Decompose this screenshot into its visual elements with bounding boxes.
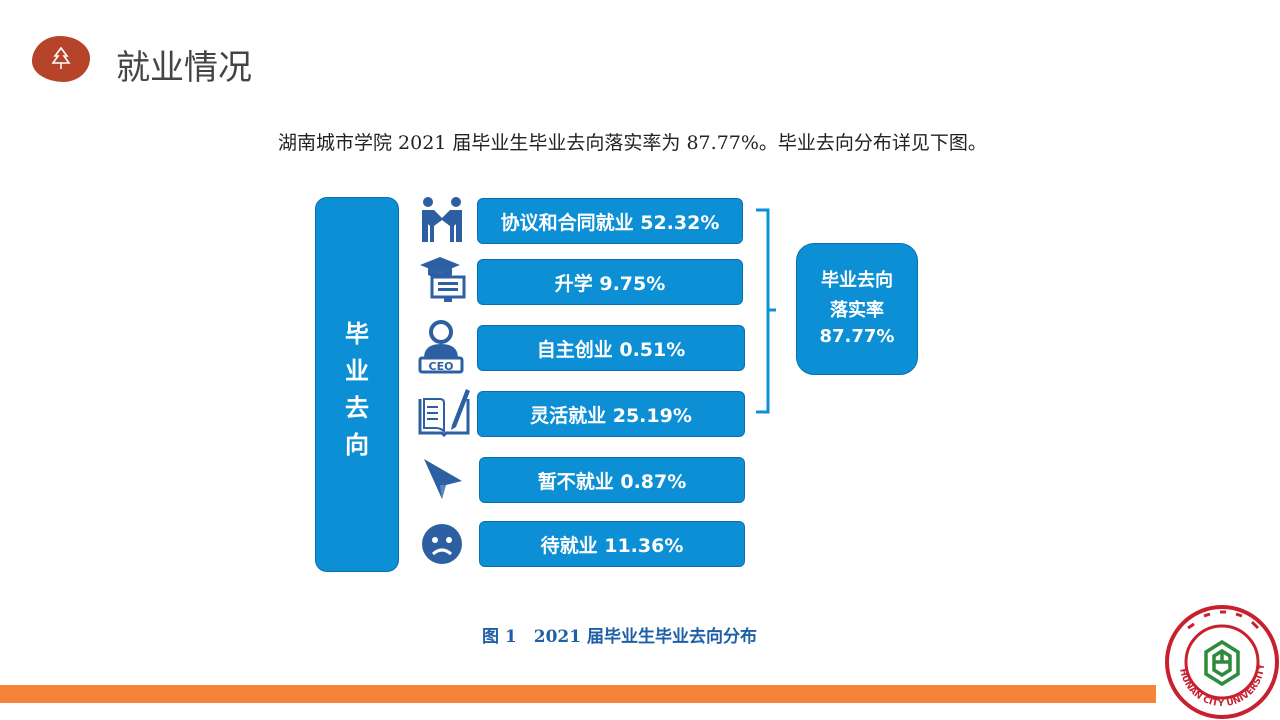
figure-caption: 图 1 2021 届毕业生毕业去向分布 (482, 627, 757, 647)
destination-item: 灵活就业 25.19% (477, 391, 745, 437)
category-char: 业 (345, 357, 369, 385)
category-bar: 毕 业 去 向 (315, 197, 399, 572)
title-badge (32, 36, 90, 82)
destination-item: 自主创业 0.51% (477, 325, 745, 371)
category-char: 向 (345, 431, 369, 459)
graduation-cap-icon (420, 257, 466, 302)
category-char: 毕 (345, 320, 369, 348)
handshake-icon (422, 197, 462, 242)
category-char: 去 (345, 394, 369, 422)
paper-plane-icon (424, 459, 462, 499)
footer-bar (0, 685, 1156, 703)
summary-line: 落实率 (830, 300, 884, 321)
grouping-brace (756, 208, 776, 414)
sad-face-icon (422, 524, 462, 564)
summary-line: 毕业去向 (821, 270, 893, 291)
destination-item: 暂不就业 0.87% (479, 457, 745, 503)
destination-item: 协议和合同就业 52.32% (477, 198, 743, 244)
ceo-icon: CEO (418, 320, 464, 374)
book-pen-icon (418, 389, 470, 438)
page-title: 就业情况 (116, 48, 252, 88)
university-logo: HUNAN CITY UNIVERSITY (1165, 605, 1279, 719)
svg-text:CEO: CEO (429, 360, 454, 373)
destination-item: 升学 9.75% (477, 259, 743, 305)
intro-text: 湖南城市学院 2021 届毕业生毕业去向落实率为 87.77%。毕业去向分布详见… (278, 132, 987, 154)
summary-value: 87.77% (819, 326, 895, 347)
tree-icon (51, 46, 71, 69)
summary-box: 毕业去向 落实率 87.77% (796, 243, 918, 375)
destination-item: 待就业 11.36% (479, 521, 745, 567)
